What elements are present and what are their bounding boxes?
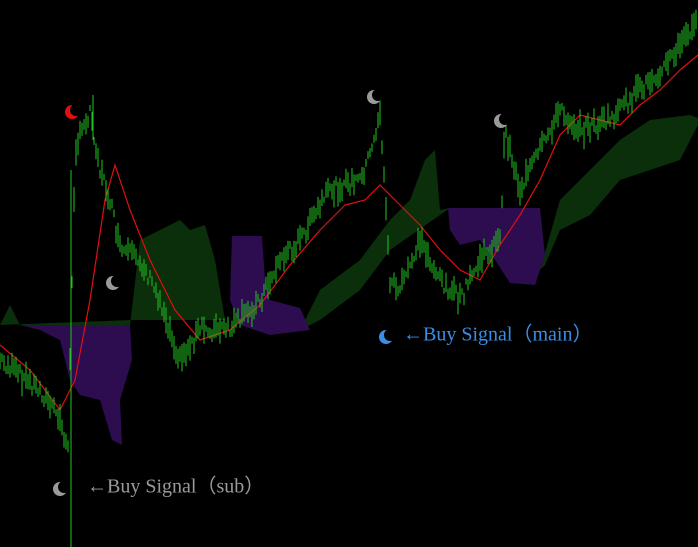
- annotation: ←Buy Signal（main）: [403, 323, 592, 346]
- signal-icon: [379, 329, 396, 344]
- price-bars-path: [0, 9, 697, 547]
- signal-icon: [494, 113, 511, 128]
- signal-icon: [53, 481, 70, 496]
- signal-icon: [367, 89, 384, 104]
- signal-icon: [65, 104, 82, 119]
- annotation: ←Buy Signal（sub）: [87, 475, 264, 498]
- cloud-bull: [540, 115, 698, 270]
- price-bars: [0, 9, 697, 547]
- moving-average: [0, 54, 698, 412]
- signal-icon: [106, 275, 123, 290]
- cloud-bull: [300, 150, 450, 330]
- cloud-bear: [20, 325, 132, 445]
